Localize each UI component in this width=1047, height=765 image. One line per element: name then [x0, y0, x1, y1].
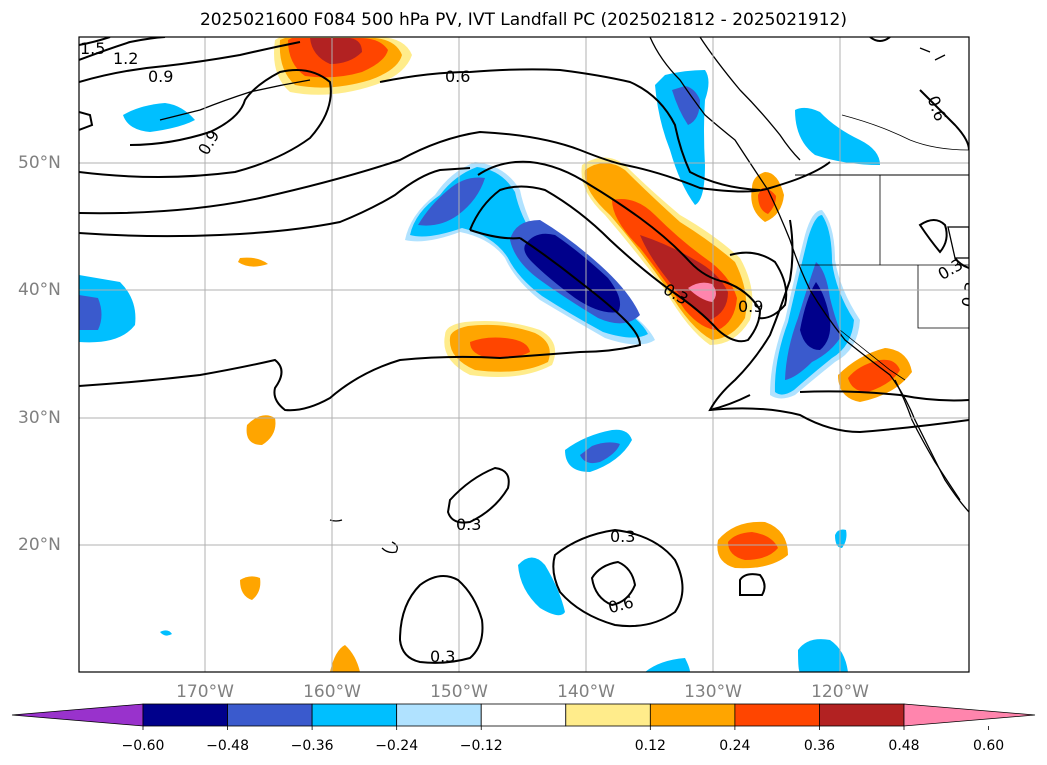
lon-label-160w: 160°W [303, 682, 361, 702]
negative-anomaly-main [405, 162, 655, 345]
colorbar-segment [819, 703, 905, 727]
pv-contours [79, 37, 969, 664]
lat-label-20n: 20°N [18, 535, 61, 555]
lat-label-50n: 50°N [18, 153, 61, 173]
map-title: 2025021600 F084 500 hPa PV, IVT Landfall… [199, 10, 847, 30]
colorbar-tick-label: −0.24 [375, 738, 419, 754]
contour-label-2: 1.2 [113, 49, 138, 68]
lat-label-30n: 30°N [18, 408, 61, 428]
lon-label-150w: 150°W [430, 682, 488, 702]
colorbar-segment [565, 703, 651, 727]
colorbar-extend-high [903, 703, 1036, 727]
colorbar-extend-low [11, 703, 144, 727]
contour-label-5: 0.6 [445, 67, 470, 86]
negative-anomaly-coast [79, 70, 880, 672]
coastlines [159, 37, 969, 554]
lat-label-40n: 40°N [18, 280, 61, 300]
contour-label-1: 1.5 [80, 39, 105, 58]
lon-label-170w: 170°W [176, 682, 234, 702]
lon-label-130w: 130°W [684, 682, 742, 702]
contour-label-3: 0.9 [148, 67, 173, 86]
colorbar-segment [396, 703, 482, 727]
colorbar-segment [311, 703, 398, 727]
contour-label-14: 0.3 [430, 647, 455, 666]
colorbar-tick-label: 0.60 [972, 738, 1005, 754]
positive-anomaly-small [238, 172, 912, 672]
lon-label-120w: 120°W [811, 682, 869, 702]
contour-label-8: 0.9 [738, 297, 763, 316]
colorbar-tick-label: 0.36 [803, 738, 836, 754]
colorbar-tick-label: 0.48 [888, 738, 920, 754]
contour-label-11: 0.3 [456, 515, 481, 534]
colorbar-segment [227, 703, 313, 727]
colorbar-tick-label: −0.12 [459, 738, 503, 754]
colorbar-tick-label: −0.48 [206, 738, 249, 754]
colorbar-tick-label: −0.60 [121, 738, 165, 754]
colorbar-segment [480, 703, 567, 727]
colorbar [11, 703, 1036, 730]
gridlines [79, 37, 969, 672]
colorbar-segment [734, 703, 820, 727]
contour-label-13: 0.3 [610, 527, 635, 546]
contour-label-10: 0.3 [958, 280, 981, 308]
colorbar-tick-label: 0.24 [719, 738, 751, 754]
colorbar-tick-label: −0.36 [290, 738, 334, 754]
lon-label-140w: 140°W [557, 682, 615, 702]
contour-labels: 1.5 1.2 0.9 0.9 0.6 0.6 0.3 0.9 0.3 0.3 … [80, 39, 981, 666]
map-frame [78, 36, 970, 673]
colorbar-tick-label: 0.12 [634, 738, 666, 754]
colorbar-segment [142, 703, 228, 727]
colorbar-segment [649, 703, 736, 727]
